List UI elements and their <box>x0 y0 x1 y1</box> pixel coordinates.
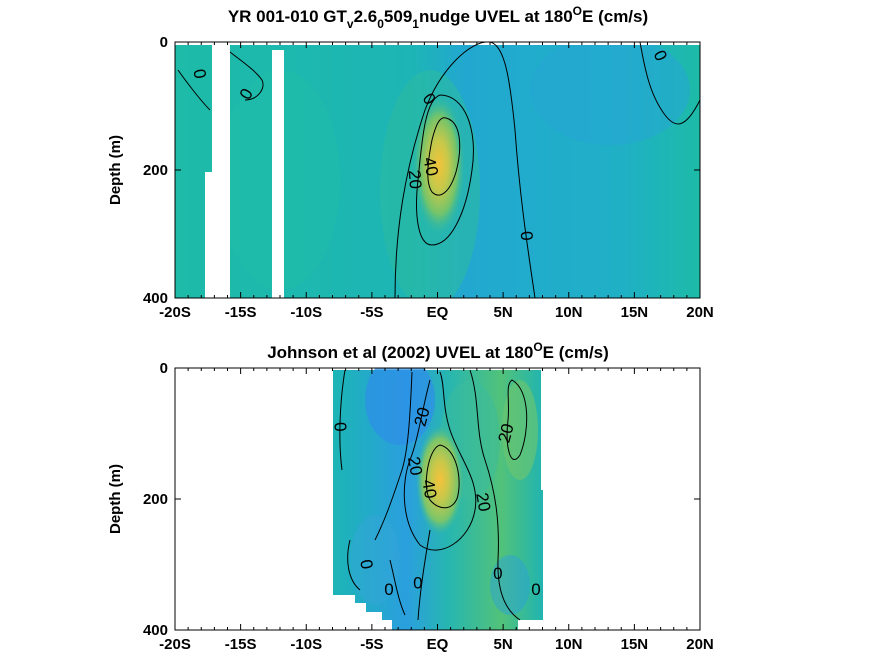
top-contour-0-southwest <box>177 51 264 111</box>
bottom-x-tick-label: 5N <box>494 636 513 653</box>
top-y-tick-label: 400 <box>143 290 168 307</box>
bottom-x-tick-label: 15N <box>621 636 649 653</box>
bottom-contour-label: 0 <box>356 558 376 571</box>
bottom-x-tick-label: -5S <box>360 636 383 653</box>
bottom-contour-label: 20 <box>404 455 426 477</box>
top-x-tick-label: -15S <box>225 304 257 321</box>
top-chart-title: YR 001-010 GTv2.605091nudge UVEL at 180O… <box>228 4 648 31</box>
top-contour-0-east <box>639 42 700 125</box>
top-y-axis-label: Depth (m) <box>107 135 124 205</box>
bottom-chart-title: Johnson et al (2002) UVEL at 180OE (cm/s… <box>267 340 609 362</box>
top-x-tick-label: -10S <box>290 304 322 321</box>
top-y-tick-label: 0 <box>160 34 168 51</box>
bottom-x-tick-label: EQ <box>427 636 449 653</box>
bottom-x-tick-label: 20N <box>686 636 714 653</box>
bottom-contour-0-east <box>469 369 521 621</box>
bottom-x-tick-label: -20S <box>159 636 191 653</box>
bottom-contour-20-b <box>506 379 528 461</box>
top-gap-1 <box>212 42 230 298</box>
bottom-contour-label: 0 <box>384 580 393 599</box>
bottom-x-tick-label: -10S <box>290 636 322 653</box>
top-x-tick-label: 10N <box>555 304 583 321</box>
top-x-tick-label: -20S <box>159 304 191 321</box>
top-x-tick-label: 15N <box>621 304 649 321</box>
top-contour-40 <box>427 117 461 196</box>
bottom-contour-label: 0 <box>330 421 350 432</box>
top-contour-label: 40 <box>419 155 442 177</box>
bottom-contour-0 <box>339 369 413 541</box>
bottom-contour-label: 20 <box>494 422 517 445</box>
bottom-contour-label: 20 <box>410 405 433 428</box>
bottom-contour-0-south <box>347 529 431 621</box>
top-gap-3 <box>272 50 284 298</box>
top-contour-label: 0 <box>517 230 537 241</box>
top-contour-label: 20 <box>405 169 426 190</box>
bottom-y-tick-label: 0 <box>160 360 168 377</box>
top-contour-label: 0 <box>189 68 209 81</box>
top-x-tick-label: EQ <box>427 304 449 321</box>
bottom-contour-40 <box>425 444 460 509</box>
bottom-y-axis-label: Depth (m) <box>107 464 124 534</box>
top-x-tick-label: 20N <box>686 304 714 321</box>
bottom-y-tick-label: 400 <box>143 622 168 639</box>
bottom-contour-label: 0 <box>531 580 540 599</box>
bottom-contour-label: 0 <box>493 564 502 583</box>
top-x-tick-label: 5N <box>494 304 513 321</box>
top-contour-0-west <box>394 42 536 298</box>
bottom-contour-label: 40 <box>418 478 440 500</box>
top-gap-2 <box>205 172 215 298</box>
bottom-x-tick-label: 10N <box>555 636 583 653</box>
top-y-tick-label: 200 <box>143 162 168 179</box>
bottom-y-tick-label: 200 <box>143 491 168 508</box>
bottom-contour-20-a <box>403 371 477 551</box>
bottom-field <box>333 368 543 630</box>
bottom-x-tick-label: -15S <box>225 636 257 653</box>
bottom-contour-label: 0 <box>413 574 422 593</box>
bottom-contour-label: 20 <box>472 491 494 513</box>
top-contour-20 <box>416 94 474 246</box>
top-x-tick-label: -5S <box>360 304 383 321</box>
